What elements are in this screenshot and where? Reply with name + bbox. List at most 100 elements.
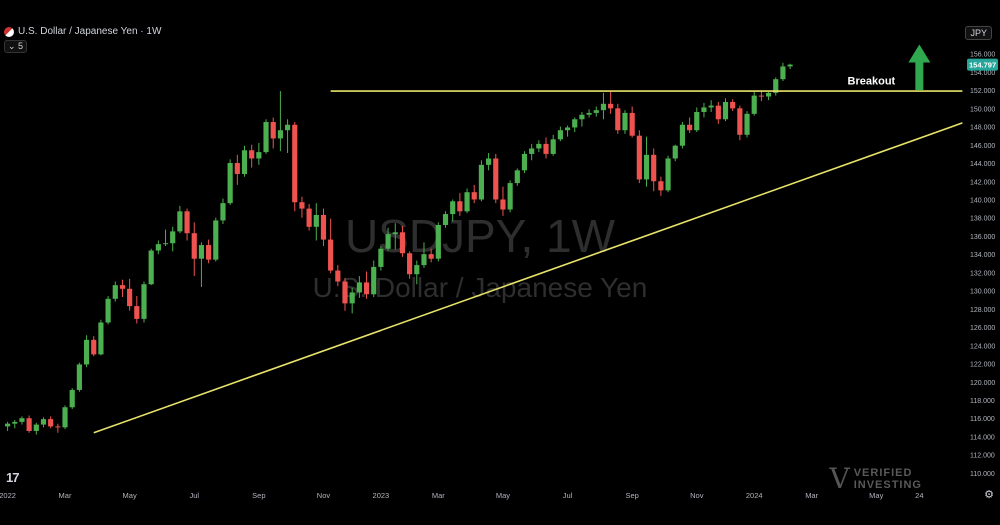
candle [701, 102, 707, 118]
candle [292, 122, 298, 212]
candle-body [672, 145, 678, 159]
candle-body [256, 152, 262, 159]
candle-body [155, 244, 161, 251]
candle-body [227, 163, 233, 204]
candle [98, 319, 104, 356]
candle-body [270, 122, 276, 139]
candle [378, 245, 384, 271]
candle-body [12, 421, 18, 424]
y-tick-label: 116.000 [970, 416, 995, 423]
candle [442, 211, 449, 228]
candle-body [758, 95, 764, 97]
candle-body [170, 231, 176, 244]
arrow-up-shaft [915, 60, 924, 91]
candle [529, 143, 535, 161]
breakout-label: Breakout [848, 76, 896, 88]
candle [399, 225, 406, 257]
candle-body [112, 285, 118, 299]
candle-body [19, 418, 25, 422]
candle [62, 405, 68, 430]
candle [486, 153, 492, 171]
currency-button[interactable]: JPY [965, 26, 992, 40]
candle-body [241, 150, 248, 174]
candle-body [550, 139, 556, 154]
candle-body [478, 164, 484, 200]
symbol-header[interactable]: U.S. Dollar / Japanese Yen · 1W [4, 26, 161, 37]
y-tick-label: 146.000 [970, 143, 995, 150]
candle [177, 205, 183, 234]
price-axis[interactable]: 110.000 112.000 114.000 116.000 118.000 120.0… [966, 40, 1000, 485]
candle-body [579, 114, 585, 120]
x-tick-label: Jul [563, 491, 573, 500]
candle [356, 276, 362, 298]
x-tick-label: Jul [189, 491, 199, 500]
candle [105, 296, 111, 325]
candle-body [392, 232, 398, 235]
candle-body [608, 103, 614, 109]
candle [349, 287, 355, 314]
gear-icon[interactable]: ⚙ [984, 489, 994, 501]
candle [708, 100, 714, 112]
candle-body [184, 211, 190, 234]
candle-body [91, 339, 97, 355]
y-tick-label: 118.000 [970, 398, 995, 405]
candle [148, 248, 154, 286]
candle [478, 160, 484, 202]
candle [722, 98, 729, 122]
candle [694, 107, 700, 133]
candle-body [26, 418, 32, 431]
candle [299, 196, 305, 218]
y-tick-label: 142.000 [970, 179, 995, 186]
candle-body [435, 225, 441, 259]
x-tick-label: Nov [690, 491, 704, 500]
candle [170, 226, 176, 252]
candle [392, 223, 398, 250]
candle-body [737, 108, 743, 135]
candle [579, 111, 585, 127]
y-tick-label: 144.000 [970, 161, 995, 168]
candle [76, 362, 82, 392]
currency-flag-icon [4, 26, 14, 37]
candle-body [442, 214, 449, 226]
candle [134, 296, 140, 324]
candle [593, 106, 599, 117]
tradingview-logo-icon[interactable]: 17 [6, 470, 20, 485]
brand-logo-icon: V [829, 462, 850, 495]
x-tick-label: 24 [915, 491, 923, 500]
candle-body [414, 265, 420, 275]
candle [385, 227, 391, 251]
interval-toggle-button[interactable]: ⌄ 5 [4, 40, 28, 53]
y-tick-label: 132.000 [970, 270, 995, 277]
candle-body [593, 110, 599, 113]
candle [572, 117, 578, 133]
time-axis[interactable]: 2022 Mar May Jul Sep Nov 2023 Mar May Jul Sep Nov 20… [0, 491, 924, 500]
candle [155, 240, 161, 255]
candle-body [119, 285, 126, 289]
candle-body [378, 248, 384, 267]
x-tick-label: Nov [317, 491, 331, 500]
candle-body [471, 192, 477, 200]
candle-body [33, 424, 39, 431]
candle-body [213, 220, 219, 260]
brand-line1: VERIFIED [853, 467, 913, 479]
y-tick-label: 150.000 [970, 106, 995, 113]
candle-body [299, 202, 305, 209]
candle-body [572, 119, 578, 128]
y-tick-label: 148.000 [970, 125, 995, 132]
last-price-tag [967, 58, 998, 71]
candle [241, 145, 248, 177]
candle [414, 260, 420, 285]
candle [40, 417, 47, 428]
candle [206, 239, 212, 264]
candle-body [234, 163, 240, 174]
candle [651, 148, 657, 192]
candle [213, 217, 219, 262]
candle [665, 155, 671, 193]
candle-body [407, 253, 413, 275]
candle-body [751, 95, 757, 114]
candle [493, 153, 499, 204]
candle [557, 126, 563, 142]
candle [715, 101, 721, 124]
candle-body [715, 105, 721, 120]
